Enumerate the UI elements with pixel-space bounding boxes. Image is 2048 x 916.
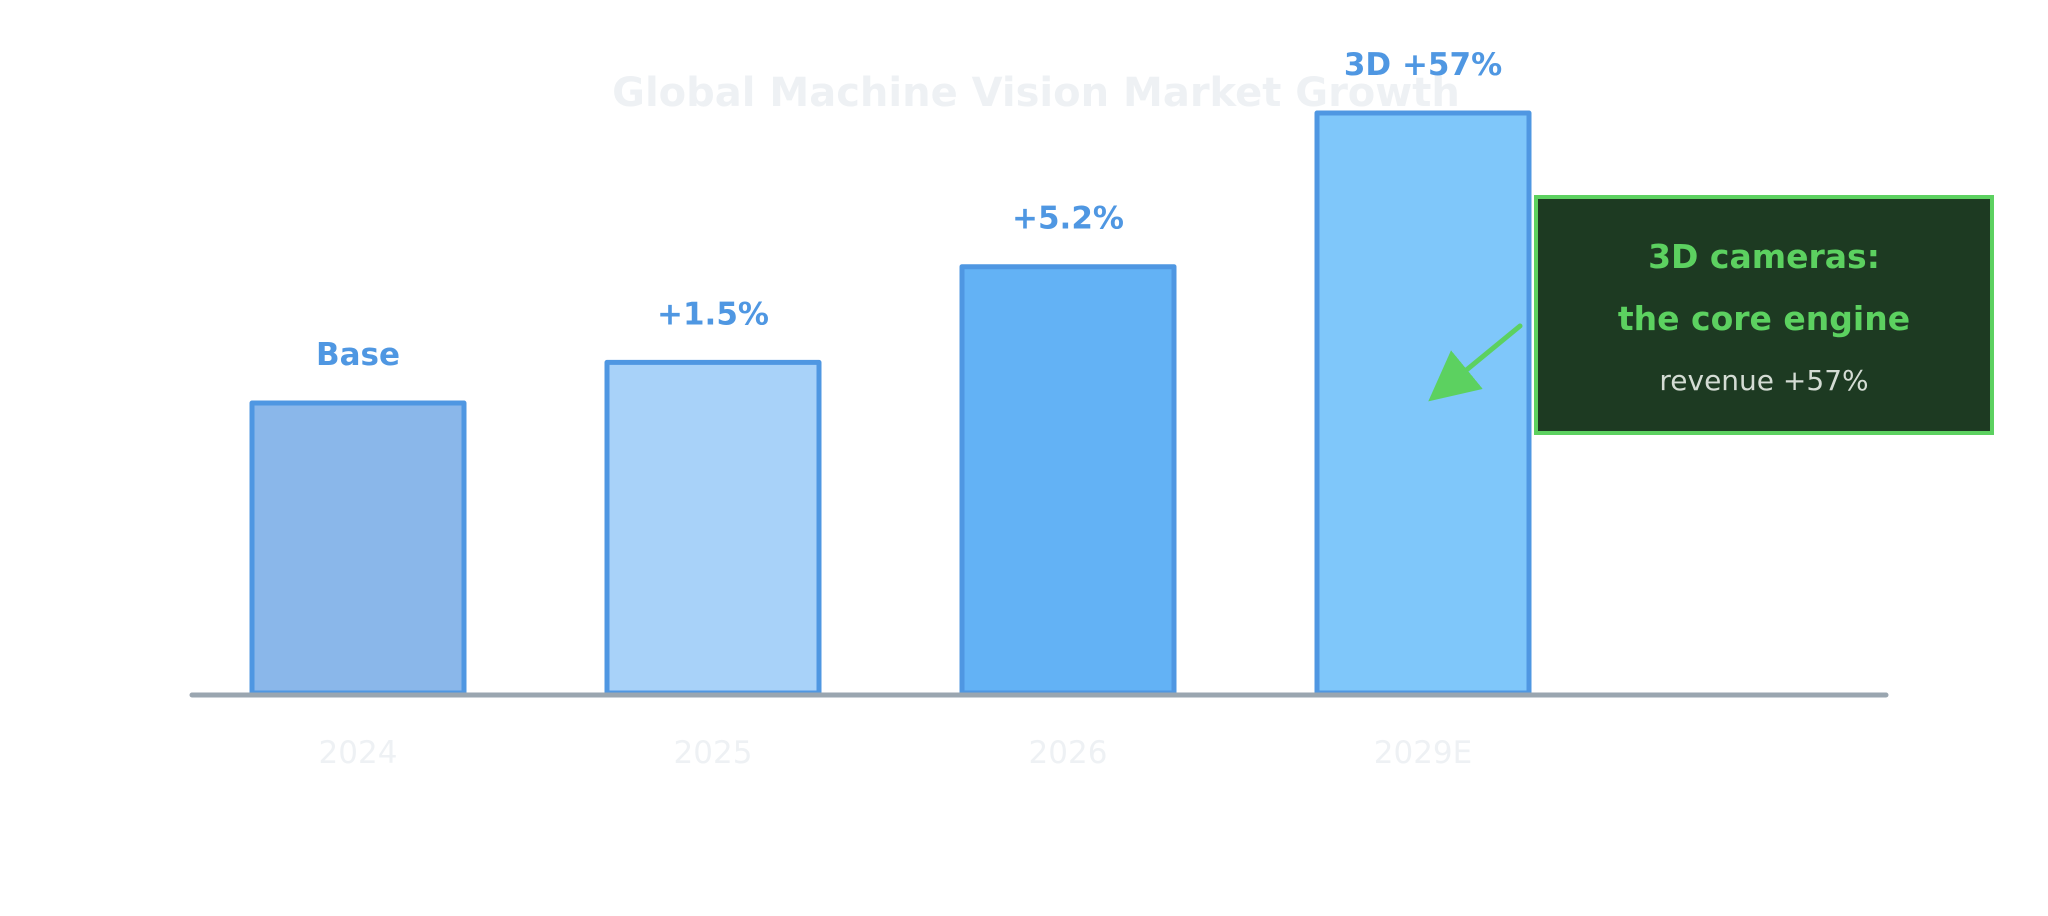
x-tick-label: 2024 (319, 735, 398, 771)
x-tick-label: 2029E (1374, 735, 1472, 771)
bar-value-label: 3D +57% (1344, 47, 1502, 83)
bar-2029e (1314, 110, 1532, 696)
arrow-icon (1428, 323, 1523, 402)
callout-box (1534, 195, 1994, 435)
bar-labels-layer: Base +1.5% +5.2% 3D +57% (316, 47, 1502, 373)
bar-2024 (249, 400, 467, 696)
x-tick-label: 2025 (674, 735, 753, 771)
bar-2025 (604, 359, 822, 696)
bar-value-label: +1.5% (657, 296, 769, 332)
callout-title-line2: the core engine (1618, 299, 1910, 338)
callout-body: revenue +57% (1659, 364, 1868, 397)
bar-2026 (959, 264, 1177, 696)
chart-title: Global Machine Vision Market Growth (612, 70, 1460, 116)
bars-layer (249, 110, 1532, 696)
annotation-callout: 3D cameras: the core engine revenue +57% (1534, 195, 1994, 435)
callout-title-line1: 3D cameras: (1648, 237, 1880, 276)
bar-value-label: Base (316, 337, 400, 373)
x-tick-labels: 2024 2025 2026 2029E (319, 735, 1473, 771)
bar-value-label: +5.2% (1012, 201, 1124, 237)
x-tick-label: 2026 (1029, 735, 1108, 771)
